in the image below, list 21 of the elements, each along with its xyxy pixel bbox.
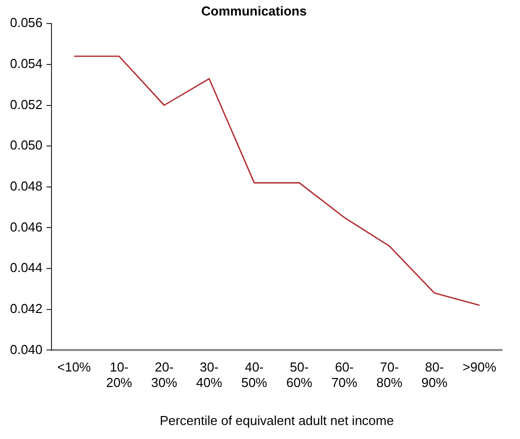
x-axis-title: Percentile of equivalent adult net income (160, 412, 394, 428)
y-tick-label: 0.054 (10, 56, 43, 72)
x-tick-label: 40-50% (241, 360, 268, 390)
y-tick-label: 0.042 (10, 300, 43, 316)
y-tick-label: 0.052 (10, 96, 43, 112)
x-tick-label: >90% (462, 360, 497, 375)
x-tick-label: 70-80% (376, 360, 403, 390)
y-tick-label: 0.046 (10, 219, 43, 234)
x-tick-label: 50-60% (286, 360, 313, 390)
y-tick-label: 0.048 (10, 178, 43, 194)
x-tick-label: 10-20% (106, 360, 133, 390)
y-tick-label: 0.050 (10, 138, 43, 153)
x-tick-label: 80-90% (421, 360, 448, 390)
chart-title: Communications (201, 3, 307, 18)
x-tick-label: 30-40% (196, 360, 223, 390)
y-tick-label: 0.056 (10, 15, 43, 30)
y-tick-label: 0.040 (10, 342, 43, 357)
x-tick-label: 20-30% (151, 360, 178, 390)
x-tick-label: <10% (57, 360, 92, 375)
y-tick-label: 0.044 (10, 260, 43, 276)
x-tick-label: 60-70% (331, 360, 358, 390)
